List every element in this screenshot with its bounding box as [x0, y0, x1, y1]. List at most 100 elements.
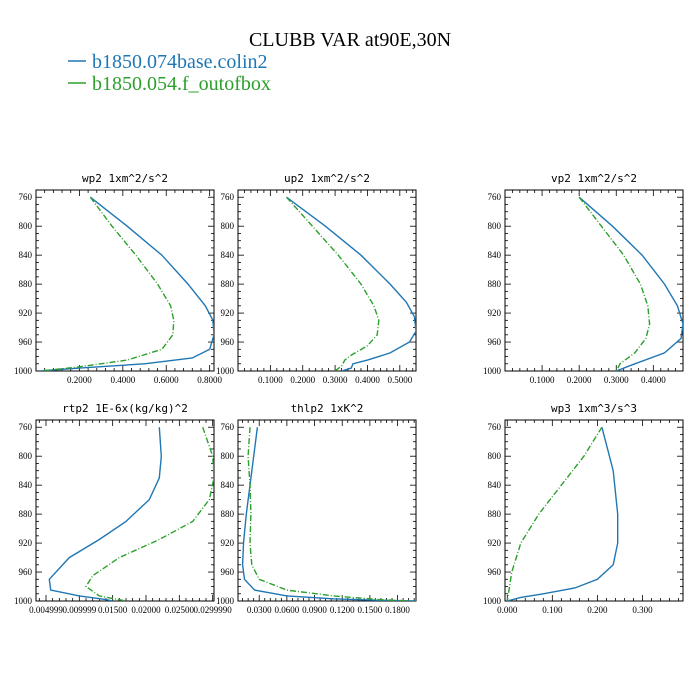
panel-title: up2 1xm^2/s^2 — [284, 172, 370, 185]
series-line-1 — [578, 196, 683, 371]
panel-title: vp2 1xm^2/s^2 — [551, 172, 637, 185]
y-tick-label: 880 — [19, 509, 33, 519]
legend: b1850.074base.colin2 b1850.054.f_outofbo… — [68, 51, 271, 95]
x-tick-label: 0.01500 — [98, 605, 128, 615]
y-tick-label: 760 — [488, 192, 502, 202]
panel-6: wp3 1xm^3/s^3 760 800 840 880 920 960 10000.000… — [483, 402, 684, 615]
panel-frame — [504, 419, 684, 602]
y-tick-label: 960 — [221, 337, 235, 347]
x-tick-label: 0.004999 — [29, 605, 63, 615]
y-tick-label: 840 — [221, 480, 235, 490]
y-tick-label: 1000 — [14, 596, 33, 606]
y-tick-label: 800 — [221, 451, 235, 461]
series-line-1 — [48, 427, 163, 601]
x-tick-label: 0.4000 — [110, 375, 135, 385]
y-tick-label: 920 — [488, 308, 502, 318]
x-tick-label: 0.1000 — [530, 375, 555, 385]
series-line-2 — [85, 426, 214, 601]
panel-3: vp2 1xm^2/s^2 760 800 840 880 920 960 1000 0.100… — [483, 172, 684, 385]
y-tick-label: 880 — [488, 509, 502, 519]
x-tick-label: 0.5000 — [387, 375, 412, 385]
y-tick-label: 960 — [488, 567, 502, 577]
series-line-1 — [40, 196, 214, 371]
x-tick-label: 0.1000 — [258, 375, 283, 385]
x-tick-label: 0.009999 — [62, 605, 96, 615]
x-tick-label: 0.1500 — [358, 605, 383, 615]
panel-1: wp2 1xm^2/s^2 760 800 840 880 920 960 1000 0.200… — [14, 172, 223, 385]
series-line-2 — [247, 427, 412, 601]
x-tick-label: 0.02000 — [131, 605, 161, 615]
y-tick-label: 800 — [488, 221, 502, 231]
y-tick-label: 840 — [488, 250, 502, 260]
x-tick-label: 0.2000 — [567, 375, 592, 385]
series-line-2 — [578, 196, 651, 371]
y-tick-label: 960 — [19, 567, 33, 577]
x-tick-label: 0.0299990 — [194, 605, 233, 615]
y-tick-label: 800 — [19, 221, 33, 231]
y-tick-label: 920 — [221, 538, 235, 548]
panel-title: thlp2 1xK^2 — [291, 402, 364, 415]
y-tick-label: 920 — [488, 538, 502, 548]
panel-frame — [237, 189, 417, 372]
x-tick-label: 0.100 — [542, 605, 563, 615]
y-tick-label: 800 — [488, 451, 502, 461]
x-tick-label: 0.2000 — [290, 375, 315, 385]
y-tick-label: 840 — [19, 480, 33, 490]
x-tick-label: 0.2000 — [67, 375, 92, 385]
y-tick-label: 1000 — [216, 366, 235, 376]
x-tick-label: 0.6000 — [154, 375, 179, 385]
y-tick-label: 760 — [19, 422, 33, 432]
x-tick-label: 0.300 — [632, 605, 653, 615]
series-line-1 — [286, 196, 416, 371]
series-line-1 — [241, 427, 416, 601]
series-line-1 — [507, 427, 619, 601]
y-tick-label: 760 — [19, 192, 33, 202]
y-tick-label: 760 — [488, 422, 502, 432]
y-tick-label: 920 — [19, 538, 33, 548]
y-tick-label: 800 — [19, 451, 33, 461]
y-tick-label: 1000 — [216, 596, 235, 606]
x-tick-label: 0.8000 — [197, 375, 222, 385]
panel-4: rtp2 1E-6x(kg/kg)^2 760 800 840 880 920 960 100… — [14, 402, 232, 615]
y-tick-label: 840 — [488, 480, 502, 490]
panel-title: rtp2 1E-6x(kg/kg)^2 — [62, 402, 188, 415]
panel-frame — [237, 419, 417, 602]
y-tick-label: 960 — [221, 567, 235, 577]
y-tick-label: 880 — [221, 509, 235, 519]
y-tick-label: 960 — [19, 337, 33, 347]
y-tick-label: 920 — [221, 308, 235, 318]
x-tick-label: 0.200 — [587, 605, 608, 615]
x-tick-label: 0.02500 — [165, 605, 195, 615]
panels: wp2 1xm^2/s^2 760 800 840 880 920 960 1000 0.200… — [14, 172, 684, 615]
series-line-2 — [285, 196, 380, 371]
y-tick-label: 1000 — [14, 366, 33, 376]
y-tick-label: 800 — [221, 221, 235, 231]
y-tick-label: 880 — [221, 279, 235, 289]
y-tick-label: 960 — [488, 337, 502, 347]
x-tick-label: 0.0300 — [247, 605, 272, 615]
x-tick-label: 0.0600 — [275, 605, 300, 615]
y-tick-label: 840 — [19, 250, 33, 260]
legend-label-2: b1850.054.f_outofbox — [92, 73, 271, 95]
y-tick-label: 1000 — [483, 366, 502, 376]
y-tick-label: 760 — [221, 422, 235, 432]
y-tick-label: 840 — [221, 250, 235, 260]
y-tick-label: 880 — [488, 279, 502, 289]
x-tick-label: 0.4000 — [641, 375, 666, 385]
y-tick-label: 880 — [19, 279, 33, 289]
x-tick-label: 0.0900 — [302, 605, 327, 615]
x-tick-label: 0.3000 — [323, 375, 348, 385]
legend-label-1: b1850.074base.colin2 — [92, 51, 268, 73]
y-tick-label: 1000 — [483, 596, 502, 606]
x-tick-label: 0.3000 — [604, 375, 629, 385]
x-tick-label: 0.4000 — [355, 375, 380, 385]
panel-title: wp3 1xm^3/s^3 — [551, 402, 637, 415]
panel-frame — [35, 419, 215, 602]
x-tick-label: 0.1200 — [330, 605, 355, 615]
x-tick-label: 0.1800 — [385, 605, 410, 615]
panel-frame — [35, 189, 215, 372]
figure-title: CLUBB VAR at90E,30N — [249, 29, 451, 51]
panel-2: up2 1xm^2/s^2 760 800 840 880 920 960 1000 0.100… — [216, 172, 417, 385]
